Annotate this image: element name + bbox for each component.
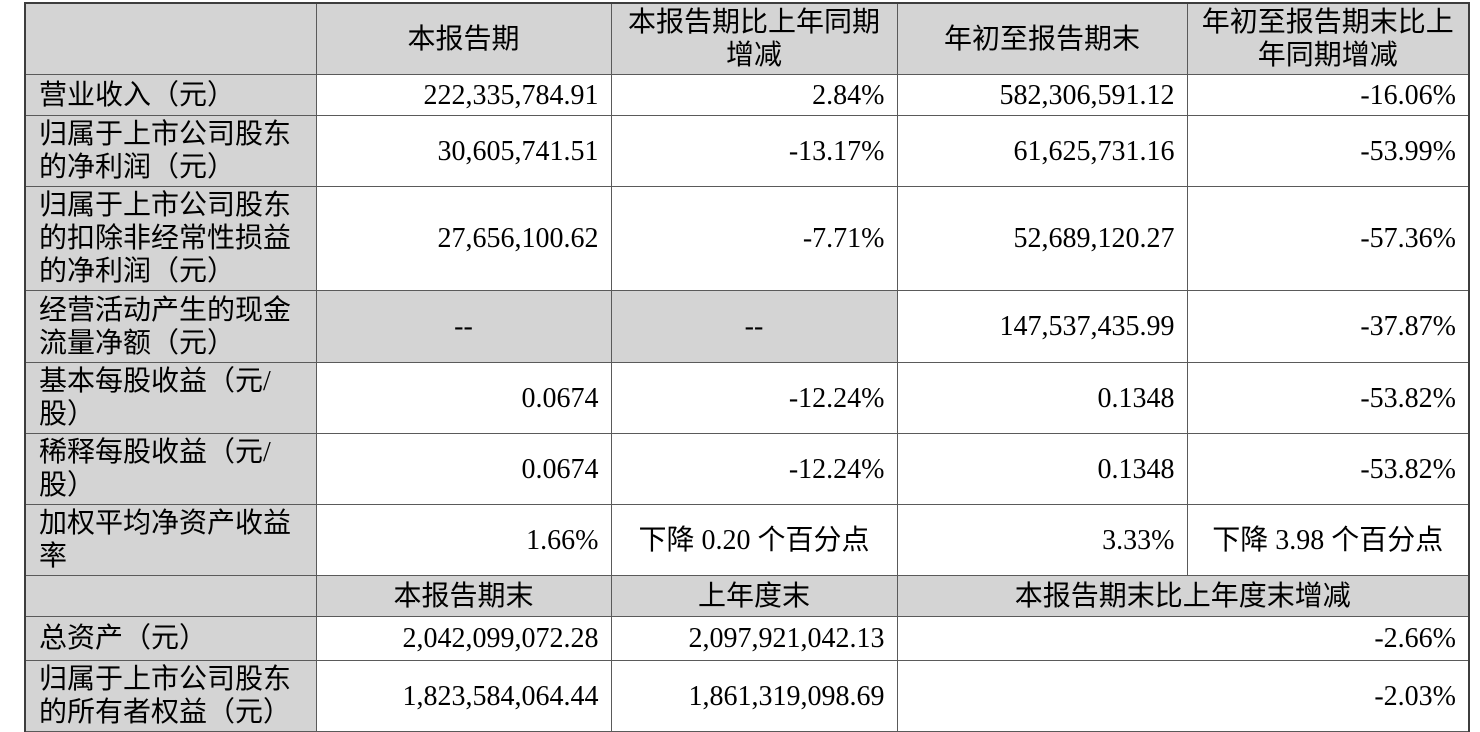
value-cell: -7.71% xyxy=(610,186,898,291)
value-cell: 2.84% xyxy=(610,74,898,116)
column-header-ytd: 年初至报告期末 xyxy=(896,2,1188,75)
value-cell: 52,689,120.27 xyxy=(896,186,1188,291)
row-label-cell: 归属于上市公司股东 的净利润（元） xyxy=(24,115,317,187)
row-basic-eps: 基本每股收益（元/ 股） 0.0674 -12.24% 0.1348 -53.8… xyxy=(24,362,1470,434)
column-header-ytd-yoy-change: 年初至报告期末比上 年同期增减 xyxy=(1186,2,1470,75)
value-cell: 147,537,435.99 xyxy=(896,290,1188,363)
row-label-cell: 加权平均净资产收益 率 xyxy=(24,504,317,576)
corner-cell xyxy=(24,2,317,75)
value-cell: -2.66% xyxy=(896,616,1470,661)
value-cell: 1,861,319,098.69 xyxy=(610,660,898,732)
financial-summary-table: 本报告期 本报告期比上年同期 增减 年初至报告期末 年初至报告期末比上 年同期增… xyxy=(24,2,1470,732)
value-cell: -2.03% xyxy=(896,660,1470,732)
value-cell: 582,306,591.12 xyxy=(896,74,1188,116)
value-cell: 61,625,731.16 xyxy=(896,115,1188,187)
value-cell: 0.1348 xyxy=(896,362,1188,434)
row-shareholders-equity: 归属于上市公司股东 的所有者权益（元） 1,823,584,064.44 1,8… xyxy=(24,660,1470,732)
value-cell: -53.99% xyxy=(1186,115,1470,187)
row-label-cell: 归属于上市公司股东 的扣除非经常性损益 的净利润（元） xyxy=(24,186,317,291)
value-cell: 30,605,741.51 xyxy=(315,115,612,187)
row-diluted-eps: 稀释每股收益（元/ 股） 0.0674 -12.24% 0.1348 -53.8… xyxy=(24,433,1470,505)
row-weighted-avg-roe: 加权平均净资产收益 率 1.66% 下降 0.20 个百分点 3.33% 下降 … xyxy=(24,504,1470,576)
row-label-cell: 营业收入（元） xyxy=(24,74,317,116)
column-header-period-end-change: 本报告期末比上年度末增减 xyxy=(896,575,1470,617)
value-cell: -12.24% xyxy=(610,433,898,505)
row-net-profit-deducted: 归属于上市公司股东 的扣除非经常性损益 的净利润（元） 27,656,100.6… xyxy=(24,186,1470,291)
value-cell: -16.06% xyxy=(1186,74,1470,116)
value-cell: -53.82% xyxy=(1186,362,1470,434)
column-header-current-period: 本报告期 xyxy=(315,2,612,75)
row-label-cell: 归属于上市公司股东 的所有者权益（元） xyxy=(24,660,317,732)
row-label-cell: 稀释每股收益（元/ 股） xyxy=(24,433,317,505)
value-cell: 2,097,921,042.13 xyxy=(610,616,898,661)
header-row-period: 本报告期 本报告期比上年同期 增减 年初至报告期末 年初至报告期末比上 年同期增… xyxy=(24,2,1470,75)
value-cell: -53.82% xyxy=(1186,433,1470,505)
column-header-period-end: 本报告期末 xyxy=(315,575,612,617)
value-cell: 3.33% xyxy=(896,504,1188,576)
row-total-assets: 总资产（元） 2,042,099,072.28 2,097,921,042.13… xyxy=(24,616,1470,661)
row-label-cell: 总资产（元） xyxy=(24,616,317,661)
value-cell: -12.24% xyxy=(610,362,898,434)
value-cell: -37.87% xyxy=(1186,290,1470,363)
value-cell: 27,656,100.62 xyxy=(315,186,612,291)
value-cell-na: -- xyxy=(610,290,898,363)
row-operating-cash-flow: 经营活动产生的现金 流量净额（元） -- -- 147,537,435.99 -… xyxy=(24,290,1470,363)
value-cell-na: -- xyxy=(315,290,612,363)
value-cell: 0.1348 xyxy=(896,433,1188,505)
value-cell: 1,823,584,064.44 xyxy=(315,660,612,732)
value-cell: 下降 0.20 个百分点 xyxy=(610,504,898,576)
row-label-cell: 基本每股收益（元/ 股） xyxy=(24,362,317,434)
value-cell: 0.0674 xyxy=(315,433,612,505)
corner-cell xyxy=(24,575,317,617)
value-cell: 0.0674 xyxy=(315,362,612,434)
value-cell: -13.17% xyxy=(610,115,898,187)
row-label-cell: 经营活动产生的现金 流量净额（元） xyxy=(24,290,317,363)
value-cell: -57.36% xyxy=(1186,186,1470,291)
value-cell: 222,335,784.91 xyxy=(315,74,612,116)
row-operating-revenue: 营业收入（元） 222,335,784.91 2.84% 582,306,591… xyxy=(24,74,1470,116)
column-header-yoy-change: 本报告期比上年同期 增减 xyxy=(610,2,898,75)
value-cell: 下降 3.98 个百分点 xyxy=(1186,504,1470,576)
row-net-profit: 归属于上市公司股东 的净利润（元） 30,605,741.51 -13.17% … xyxy=(24,115,1470,187)
header-row-period-end: 本报告期末 上年度末 本报告期末比上年度末增减 xyxy=(24,575,1470,617)
column-header-prior-year-end: 上年度末 xyxy=(610,575,898,617)
value-cell: 1.66% xyxy=(315,504,612,576)
value-cell: 2,042,099,072.28 xyxy=(315,616,612,661)
